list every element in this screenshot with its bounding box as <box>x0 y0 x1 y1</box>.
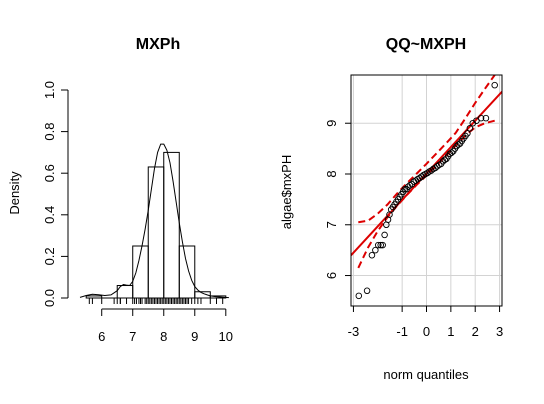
qq-envelope-upper <box>358 75 496 224</box>
qq-x-tick-label: 2 <box>472 324 479 339</box>
histogram-y-tick-label: 0.4 <box>42 206 57 224</box>
qq-x-tick-label: 3 <box>496 324 503 339</box>
qq-point <box>377 241 384 249</box>
qq-point <box>381 231 388 239</box>
qq-x-tick-label: 0 <box>423 324 430 339</box>
qq-point <box>455 141 462 148</box>
histogram-y-tick-label: 0.6 <box>42 164 57 182</box>
histogram-panel: MXPh Density 0.0 0.2 0.4 0.6 0.8 1.0 6 7 8 9 10 <box>7 36 233 344</box>
density-curve-group <box>79 143 229 299</box>
qq-point <box>482 114 490 122</box>
histogram-x-tick-label: 9 <box>191 329 198 344</box>
qq-x-tick-label: 1 <box>447 324 454 339</box>
qq-point <box>477 114 485 122</box>
qq-y-tick-label: 8 <box>324 170 339 177</box>
qq-axes: -3 -1 0 1 2 3 6 7 8 9 <box>324 74 503 339</box>
qq-y-tick-label: 9 <box>324 120 339 127</box>
histogram-bar <box>194 291 211 299</box>
qq-x-label: norm quantiles <box>383 367 469 382</box>
histogram-y-tick-label: 0.8 <box>42 123 57 141</box>
qq-x-tick-label: -3 <box>348 324 360 339</box>
qq-reference-line <box>351 90 502 257</box>
qq-point <box>363 287 371 295</box>
qq-point <box>355 292 363 300</box>
qq-point <box>466 125 474 132</box>
qq-grid <box>351 75 502 306</box>
histogram-y-tick-label: 0.2 <box>42 247 57 265</box>
qq-point <box>441 156 449 164</box>
qq-title: QQ~MXPH <box>386 36 466 53</box>
qq-points <box>355 81 498 300</box>
qq-panel: QQ~MXPH norm quantiles algae$mxPH -3 -1 0 1… <box>279 36 503 382</box>
qq-point <box>375 241 382 249</box>
histogram-y-tick-label: 1.0 <box>42 81 57 99</box>
histogram-x-tick-label: 6 <box>98 329 105 344</box>
histogram-y-label: Density <box>7 171 22 215</box>
histogram-bar <box>147 166 165 299</box>
qq-point <box>372 246 379 254</box>
rug-marks <box>88 298 224 304</box>
histogram-x-tick-label: 10 <box>219 329 233 344</box>
density-curve <box>79 143 229 299</box>
qq-y-label: algae$mxPH <box>279 155 294 229</box>
qq-y-tick-label: 7 <box>324 221 339 228</box>
histogram-title: MXPh <box>136 36 180 53</box>
qq-point <box>491 81 498 89</box>
histogram-x-tick-label: 8 <box>160 329 167 344</box>
qq-point <box>464 130 471 137</box>
histogram-x-tick-label: 7 <box>129 329 136 344</box>
qq-point <box>368 251 376 259</box>
histogram-bar <box>85 295 103 299</box>
qq-point <box>448 149 455 156</box>
qq-point <box>379 241 386 249</box>
qq-y-tick-label: 6 <box>324 272 339 279</box>
qq-x-tick-label: -1 <box>396 324 408 339</box>
histogram-bars <box>85 151 227 299</box>
qq-reference-line-group <box>351 90 502 257</box>
histogram-axes: 0.0 0.2 0.4 0.6 0.8 1.0 6 7 8 9 10 <box>42 81 233 344</box>
histogram-y-tick-label: 0.0 <box>42 289 57 307</box>
histogram-bar <box>178 245 196 299</box>
